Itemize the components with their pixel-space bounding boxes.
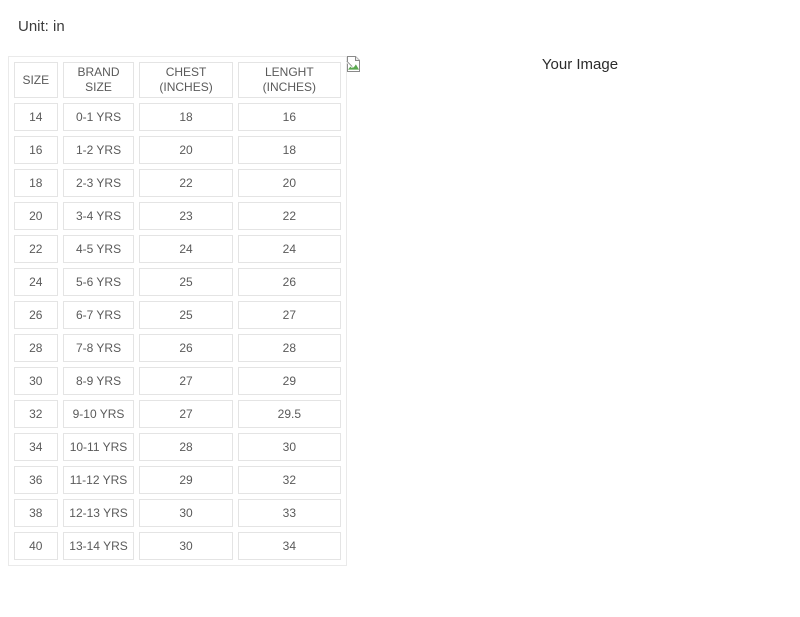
cell-size: 22	[14, 235, 58, 263]
cell-brand: 4-5 YRS	[62, 235, 135, 263]
cell-brand: 9-10 YRS	[62, 400, 135, 428]
cell-length: 29.5	[237, 400, 341, 428]
column-header-brand-size-line-1: BRAND	[77, 65, 120, 79]
cell-chest: 30	[139, 532, 233, 560]
cell-chest: 27	[139, 367, 233, 395]
table-row: 20 3-4 YRS 23 22	[14, 202, 341, 230]
table-row: 24 5-6 YRS 25 26	[14, 268, 341, 296]
cell-chest: 26	[139, 334, 233, 362]
unit-label: Unit: in	[18, 18, 65, 35]
column-header-length: LENGHT (INCHES)	[237, 62, 341, 98]
cell-size: 30	[14, 367, 58, 395]
table-row: 16 1-2 YRS 20 18	[14, 136, 341, 164]
cell-chest: 22	[139, 169, 233, 197]
cell-size: 14	[14, 103, 58, 131]
cell-brand: 3-4 YRS	[62, 202, 135, 230]
cell-brand: 6-7 YRS	[62, 301, 135, 329]
cell-size: 24	[14, 268, 58, 296]
cell-size: 36	[14, 466, 58, 494]
size-chart-header: SIZE BRAND SIZE CHEST (INCHES) LENGHT (I…	[14, 62, 341, 98]
column-header-length-line-2: (INCHES)	[262, 80, 316, 94]
cell-length: 16	[237, 103, 341, 131]
table-row: 34 10-11 YRS 28 30	[14, 433, 341, 461]
cell-chest: 25	[139, 301, 233, 329]
cell-length: 20	[237, 169, 341, 197]
column-header-chest-line-2: (INCHES)	[159, 80, 213, 94]
table-row: 40 13-14 YRS 30 34	[14, 532, 341, 560]
column-header-brand-size: BRAND SIZE	[62, 62, 135, 98]
column-header-size: SIZE	[14, 62, 58, 98]
cell-length: 27	[237, 301, 341, 329]
column-header-length-line-1: LENGHT	[264, 65, 314, 79]
size-chart-body: 14 0-1 YRS 18 16 16 1-2 YRS 20 18 18 2-3 YRS 22 20 2…	[14, 103, 341, 560]
cell-brand: 11-12 YRS	[62, 466, 135, 494]
column-header-chest-line-1: CHEST	[165, 65, 207, 79]
table-row: 28 7-8 YRS 26 28	[14, 334, 341, 362]
size-chart-table: SIZE BRAND SIZE CHEST (INCHES) LENGHT (I…	[8, 56, 347, 566]
cell-size: 34	[14, 433, 58, 461]
column-header-brand-size-line-2: SIZE	[85, 80, 112, 94]
table-row: 38 12-13 YRS 30 33	[14, 499, 341, 527]
table-row: 14 0-1 YRS 18 16	[14, 103, 341, 131]
cell-brand: 13-14 YRS	[62, 532, 135, 560]
table-row: 36 11-12 YRS 29 32	[14, 466, 341, 494]
cell-brand: 5-6 YRS	[62, 268, 135, 296]
cell-size: 28	[14, 334, 58, 362]
cell-chest: 24	[139, 235, 233, 263]
cell-size: 18	[14, 169, 58, 197]
cell-length: 28	[237, 334, 341, 362]
cell-brand: 1-2 YRS	[62, 136, 135, 164]
cell-size: 38	[14, 499, 58, 527]
cell-length: 30	[237, 433, 341, 461]
table-row: 26 6-7 YRS 25 27	[14, 301, 341, 329]
cell-size: 16	[14, 136, 58, 164]
cell-size: 32	[14, 400, 58, 428]
cell-length: 22	[237, 202, 341, 230]
cell-chest: 28	[139, 433, 233, 461]
column-header-size-line-1: SIZE	[22, 72, 50, 87]
cell-brand: 7-8 YRS	[62, 334, 135, 362]
cell-length: 34	[237, 532, 341, 560]
cell-chest: 23	[139, 202, 233, 230]
cell-chest: 27	[139, 400, 233, 428]
cell-length: 18	[237, 136, 341, 164]
cell-chest: 25	[139, 268, 233, 296]
cell-length: 29	[237, 367, 341, 395]
column-header-chest: CHEST (INCHES)	[139, 62, 233, 98]
broken-image-icon	[346, 56, 362, 72]
cell-length: 32	[237, 466, 341, 494]
cell-size: 40	[14, 532, 58, 560]
cell-chest: 20	[139, 136, 233, 164]
cell-length: 33	[237, 499, 341, 527]
cell-brand: 10-11 YRS	[62, 433, 135, 461]
table-row: 22 4-5 YRS 24 24	[14, 235, 341, 263]
size-chart-container: SIZE BRAND SIZE CHEST (INCHES) LENGHT (I…	[8, 56, 347, 566]
cell-chest: 29	[139, 466, 233, 494]
cell-length: 26	[237, 268, 341, 296]
table-row: 30 8-9 YRS 27 29	[14, 367, 341, 395]
cell-brand: 12-13 YRS	[62, 499, 135, 527]
cell-brand: 2-3 YRS	[62, 169, 135, 197]
cell-brand: 0-1 YRS	[62, 103, 135, 131]
cell-size: 26	[14, 301, 58, 329]
cell-chest: 30	[139, 499, 233, 527]
table-header-row: SIZE BRAND SIZE CHEST (INCHES) LENGHT (I…	[14, 62, 341, 98]
table-row: 32 9-10 YRS 27 29.5	[14, 400, 341, 428]
table-row: 18 2-3 YRS 22 20	[14, 169, 341, 197]
your-image-caption: Your Image	[541, 56, 619, 73]
cell-chest: 18	[139, 103, 233, 131]
cell-length: 24	[237, 235, 341, 263]
cell-size: 20	[14, 202, 58, 230]
cell-brand: 8-9 YRS	[62, 367, 135, 395]
